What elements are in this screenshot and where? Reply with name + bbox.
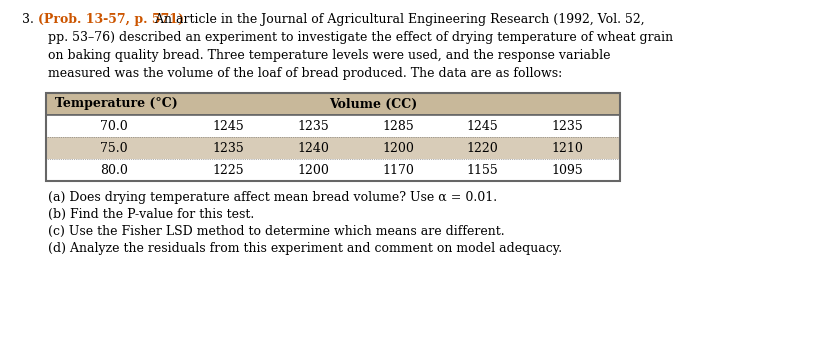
Text: 1200: 1200 bbox=[382, 142, 414, 154]
FancyBboxPatch shape bbox=[46, 159, 620, 181]
Text: 1245: 1245 bbox=[467, 119, 499, 132]
Text: 1170: 1170 bbox=[382, 164, 414, 177]
Text: 1225: 1225 bbox=[213, 164, 244, 177]
Text: 1155: 1155 bbox=[467, 164, 499, 177]
Text: (c) Use the Fisher LSD method to determine which means are different.: (c) Use the Fisher LSD method to determi… bbox=[48, 225, 504, 238]
FancyBboxPatch shape bbox=[46, 93, 620, 115]
Text: 80.0: 80.0 bbox=[100, 164, 128, 177]
Text: Temperature (°C): Temperature (°C) bbox=[55, 97, 177, 110]
Text: (Prob. 13-57, p. 571): (Prob. 13-57, p. 571) bbox=[38, 13, 184, 26]
Text: 1285: 1285 bbox=[382, 119, 414, 132]
Text: 75.0: 75.0 bbox=[100, 142, 128, 154]
Text: 1235: 1235 bbox=[212, 142, 244, 154]
Text: 1220: 1220 bbox=[467, 142, 499, 154]
Text: Volume (CC): Volume (CC) bbox=[329, 97, 417, 110]
Text: 70.0: 70.0 bbox=[100, 119, 128, 132]
Text: on baking quality bread. Three temperature levels were used, and the response va: on baking quality bread. Three temperatu… bbox=[48, 49, 610, 62]
Text: 1235: 1235 bbox=[297, 119, 329, 132]
Text: 1245: 1245 bbox=[212, 119, 244, 132]
Text: 1240: 1240 bbox=[297, 142, 329, 154]
Text: 1235: 1235 bbox=[552, 119, 583, 132]
Text: (d) Analyze the residuals from this experiment and comment on model adequacy.: (d) Analyze the residuals from this expe… bbox=[48, 242, 562, 255]
FancyBboxPatch shape bbox=[46, 115, 620, 137]
Text: 1095: 1095 bbox=[552, 164, 583, 177]
Text: pp. 53–76) described an experiment to investigate the effect of drying temperatu: pp. 53–76) described an experiment to in… bbox=[48, 31, 673, 44]
Text: 1200: 1200 bbox=[297, 164, 329, 177]
Text: An article in the Journal of Agricultural Engineering Research (1992, Vol. 52,: An article in the Journal of Agricultura… bbox=[151, 13, 645, 26]
Text: 3.: 3. bbox=[22, 13, 34, 26]
Text: measured was the volume of the loaf of bread produced. The data are as follows:: measured was the volume of the loaf of b… bbox=[48, 67, 562, 80]
Text: (a) Does drying temperature affect mean bread volume? Use α = 0.01.: (a) Does drying temperature affect mean … bbox=[48, 191, 497, 204]
FancyBboxPatch shape bbox=[46, 137, 620, 159]
Text: 1210: 1210 bbox=[552, 142, 583, 154]
Text: (b) Find the P-value for this test.: (b) Find the P-value for this test. bbox=[48, 208, 255, 221]
